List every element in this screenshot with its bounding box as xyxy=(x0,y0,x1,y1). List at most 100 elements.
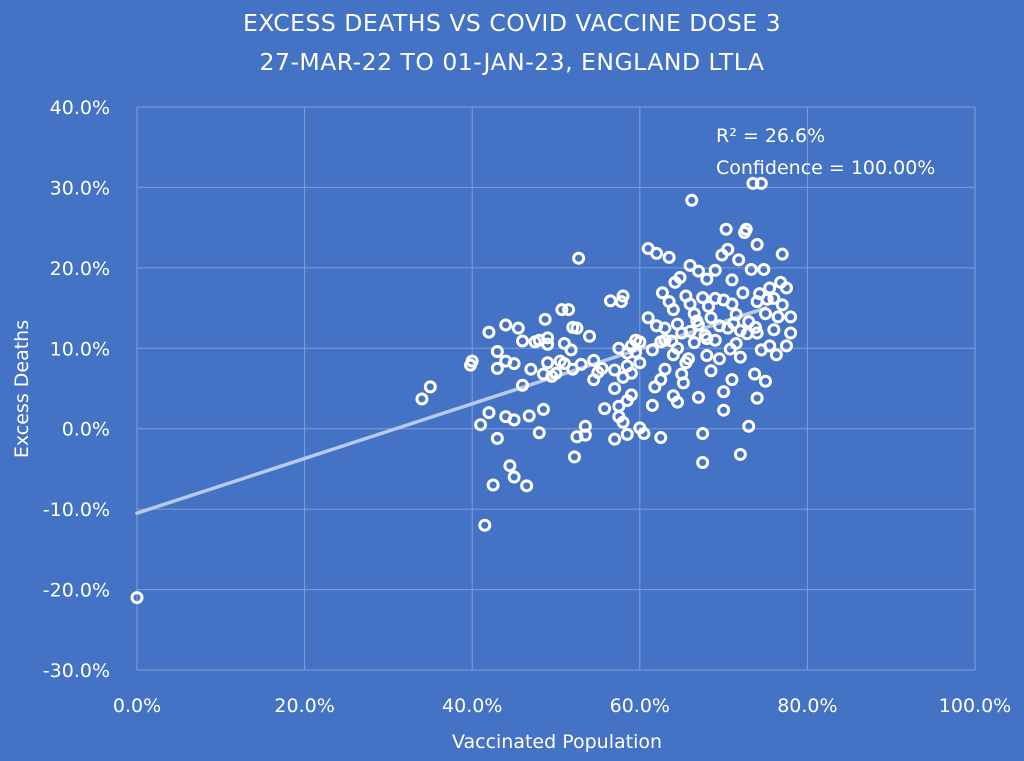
data-point xyxy=(754,176,768,190)
chart-title: EXCESS DEATHS VS COVID VACCINE DOSE 3 xyxy=(243,9,781,37)
data-point xyxy=(541,331,555,345)
data-point xyxy=(515,334,529,348)
data-point xyxy=(696,427,710,441)
x-tick-label: 40.0% xyxy=(442,695,502,717)
y-tick-labels: -30.0% -20.0% -10.0% 0.0% 10.0% 20.0% 30.0% 40.… xyxy=(43,97,110,682)
data-point xyxy=(665,334,679,348)
data-point xyxy=(423,380,437,394)
data-point xyxy=(567,450,581,464)
data-point xyxy=(654,373,668,387)
data-point xyxy=(564,343,578,357)
y-tick-label: 10.0% xyxy=(50,338,110,360)
data-point xyxy=(698,328,712,342)
data-point xyxy=(696,291,710,305)
data-point xyxy=(725,273,739,287)
data-point xyxy=(587,353,601,367)
data-point xyxy=(608,382,622,395)
data-point xyxy=(736,286,750,300)
data-point xyxy=(759,374,772,388)
y-tick-label: -30.0% xyxy=(43,660,110,682)
data-point xyxy=(683,324,697,338)
data-point xyxy=(784,310,798,324)
data-point xyxy=(715,248,729,262)
data-point xyxy=(690,314,704,328)
data-point xyxy=(775,247,789,261)
data-point xyxy=(616,289,630,303)
data-point xyxy=(541,356,555,370)
data-point xyxy=(685,193,699,207)
data-point xyxy=(763,339,777,353)
data-point xyxy=(641,311,655,325)
data-point xyxy=(658,333,672,347)
data-point xyxy=(746,176,760,190)
x-tick-label: 0.0% xyxy=(113,695,161,717)
data-point xyxy=(507,413,521,427)
data-point xyxy=(767,323,781,337)
data-point xyxy=(784,326,798,340)
data-point xyxy=(658,321,672,335)
data-point xyxy=(570,321,584,335)
data-point xyxy=(760,292,774,306)
data-point xyxy=(704,364,718,378)
data-point xyxy=(645,398,659,412)
y-axis-title: Excess Deaths xyxy=(11,320,33,458)
y-tick-label: 40.0% xyxy=(50,97,110,119)
data-point xyxy=(572,251,586,265)
data-point xyxy=(616,415,630,429)
data-point xyxy=(767,291,781,305)
data-point xyxy=(637,427,651,441)
data-point xyxy=(769,348,783,362)
data-point xyxy=(603,294,617,308)
data-point xyxy=(733,350,747,364)
y-tick-label: -20.0% xyxy=(43,580,110,602)
data-point xyxy=(624,366,638,380)
data-point xyxy=(532,426,546,440)
grid-lines xyxy=(136,106,976,671)
data-point xyxy=(748,320,762,334)
data-point xyxy=(740,327,754,341)
data-point xyxy=(750,391,764,405)
data-point xyxy=(507,470,521,484)
data-point xyxy=(520,479,534,493)
data-point xyxy=(742,419,756,433)
data-point xyxy=(557,357,571,371)
y-tick-label: -10.0% xyxy=(43,499,110,521)
x-tick-label: 100.0% xyxy=(939,695,1011,717)
data-point xyxy=(744,262,758,276)
data-point xyxy=(522,409,536,423)
data-point xyxy=(702,299,716,313)
data-point xyxy=(633,356,647,370)
data-point xyxy=(712,352,726,366)
data-point xyxy=(490,431,504,445)
data-point xyxy=(624,388,638,402)
data-point xyxy=(748,367,762,381)
data-point xyxy=(763,281,777,295)
data-point xyxy=(687,307,701,321)
data-point xyxy=(507,357,521,371)
data-point xyxy=(612,399,626,413)
data-point xyxy=(415,392,429,406)
data-point xyxy=(681,352,695,366)
data-point xyxy=(658,362,672,376)
data-point xyxy=(465,354,479,368)
data-point xyxy=(779,339,793,353)
data-point xyxy=(629,345,643,359)
data-point xyxy=(555,303,569,317)
data-point xyxy=(574,357,588,371)
data-point xyxy=(717,403,731,417)
x-tick-label: 20.0% xyxy=(274,695,334,717)
data-point xyxy=(614,295,628,309)
data-point xyxy=(683,258,697,272)
y-tick-label: 30.0% xyxy=(50,177,110,199)
data-point xyxy=(583,329,597,343)
data-point xyxy=(620,427,634,441)
data-point xyxy=(725,297,739,311)
data-point xyxy=(700,272,714,286)
data-point xyxy=(757,262,771,276)
data-point xyxy=(524,362,538,376)
data-point xyxy=(645,343,659,357)
data-point xyxy=(676,376,690,390)
data-point xyxy=(562,303,576,317)
data-point xyxy=(671,395,685,409)
data-point xyxy=(666,303,680,317)
